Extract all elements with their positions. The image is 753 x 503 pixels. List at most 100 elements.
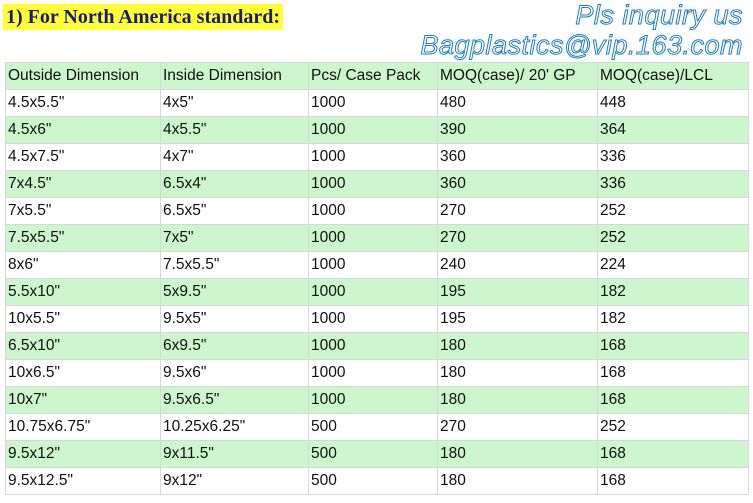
table-cell: 4x7" [160,143,309,171]
table-cell: 10x5.5" [5,305,161,333]
watermark-line2: Bagplastics@vip.163.com [420,30,743,61]
table-cell: 360 [437,143,598,171]
table-cell: 4x5.5" [160,116,309,144]
table-cell: 168 [597,359,749,387]
table-cell: 4.5x5.5" [5,89,161,117]
table-cell: 4x5" [160,89,309,117]
table-cell: 182 [597,278,749,306]
size-table: Outside Dimension Inside Dimension Pcs/ Ca… [5,62,749,495]
table-row: 4.5x7.5" 4x7" 1000 360 336 [5,143,749,171]
table-cell: 1000 [308,224,438,252]
table-cell: 10.25x6.25" [160,413,309,441]
column-header: MOQ(case)/LCL [597,62,749,90]
column-header: Outside Dimension [5,62,161,90]
table-cell: 252 [597,413,749,441]
table-cell: 9.5x6" [160,359,309,387]
table-cell: 1000 [308,89,438,117]
table-cell: 7.5x5.5" [5,224,161,252]
table-cell: 270 [437,224,598,252]
table-cell: 1000 [308,170,438,198]
table-cell: 1000 [308,197,438,225]
table-cell: 195 [437,305,598,333]
table-cell: 9.5x12.5" [5,467,161,495]
table-cell: 240 [437,251,598,279]
table-cell: 9.5x12" [5,440,161,468]
table-cell: 180 [437,359,598,387]
section-title: 1) For North America standard: [3,4,284,30]
table-cell: 500 [308,467,438,495]
column-header: Inside Dimension [160,62,309,90]
table-cell: 195 [437,278,598,306]
table-cell: 168 [597,467,749,495]
table-cell: 500 [308,413,438,441]
table-cell: 6.5x5" [160,197,309,225]
table-row: 10x7" 9.5x6.5" 1000 180 168 [5,386,749,414]
table-cell: 6.5x4" [160,170,309,198]
table-cell: 168 [597,332,749,360]
table-cell: 10.75x6.75" [5,413,161,441]
table-cell: 364 [597,116,749,144]
table-cell: 1000 [308,143,438,171]
table-cell: 6x9.5" [160,332,309,360]
table-cell: 7x5.5" [5,197,161,225]
table-cell: 480 [437,89,598,117]
table-cell: 182 [597,305,749,333]
table-cell: 1000 [308,386,438,414]
table-cell: 9.5x6.5" [160,386,309,414]
table-cell: 252 [597,197,749,225]
table-cell: 1000 [308,332,438,360]
table-cell: 9.5x5" [160,305,309,333]
table-row: 9.5x12" 9x11.5" 500 180 168 [5,440,749,468]
table-cell: 168 [597,440,749,468]
column-header: Pcs/ Case Pack [308,62,438,90]
table-cell: 8x6" [5,251,161,279]
table-row: 10x6.5" 9.5x6" 1000 180 168 [5,359,749,387]
table-cell: 1000 [308,116,438,144]
table-row: 4.5x5.5" 4x5" 1000 480 448 [5,89,749,117]
column-header: MOQ(case)/ 20' GP [437,62,598,90]
table-cell: 1000 [308,305,438,333]
table-cell: 336 [597,170,749,198]
table-cell: 9x11.5" [160,440,309,468]
table-cell: 7x5" [160,224,309,252]
table-row: 5.5x10" 5x9.5" 1000 195 182 [5,278,749,306]
table-cell: 224 [597,251,749,279]
table-row: 7.5x5.5" 7x5" 1000 270 252 [5,224,749,252]
table-cell: 270 [437,413,598,441]
table-row: 10x5.5" 9.5x5" 1000 195 182 [5,305,749,333]
table-cell: 390 [437,116,598,144]
table-cell: 7x4.5" [5,170,161,198]
table-cell: 180 [437,467,598,495]
table-row: 8x6" 7.5x5.5" 1000 240 224 [5,251,749,279]
table-cell: 180 [437,440,598,468]
table-cell: 4.5x7.5" [5,143,161,171]
table-cell: 500 [308,440,438,468]
table-row: 7x5.5" 6.5x5" 1000 270 252 [5,197,749,225]
table-cell: 10x7" [5,386,161,414]
table-cell: 5x9.5" [160,278,309,306]
table-cell: 180 [437,386,598,414]
table-row: 9.5x12.5" 9x12" 500 180 168 [5,467,749,495]
table-row: 4.5x6" 4x5.5" 1000 390 364 [5,116,749,144]
table-cell: 360 [437,170,598,198]
table-cell: 252 [597,224,749,252]
watermark-line1: Pls inquiry us [575,0,743,31]
header-row: Outside Dimension Inside Dimension Pcs/ Ca… [5,62,749,90]
table-cell: 1000 [308,278,438,306]
table-cell: 9x12" [160,467,309,495]
table-cell: 270 [437,197,598,225]
table-cell: 168 [597,386,749,414]
table-cell: 10x6.5" [5,359,161,387]
table-cell: 6.5x10" [5,332,161,360]
table-cell: 5.5x10" [5,278,161,306]
table-cell: 448 [597,89,749,117]
table-row: 7x4.5" 6.5x4" 1000 360 336 [5,170,749,198]
table-cell: 336 [597,143,749,171]
table-cell: 1000 [308,359,438,387]
table-row: 10.75x6.75" 10.25x6.25" 500 270 252 [5,413,749,441]
table-cell: 4.5x6" [5,116,161,144]
table-row: 6.5x10" 6x9.5" 1000 180 168 [5,332,749,360]
table-cell: 7.5x5.5" [160,251,309,279]
table-cell: 1000 [308,251,438,279]
table-cell: 180 [437,332,598,360]
